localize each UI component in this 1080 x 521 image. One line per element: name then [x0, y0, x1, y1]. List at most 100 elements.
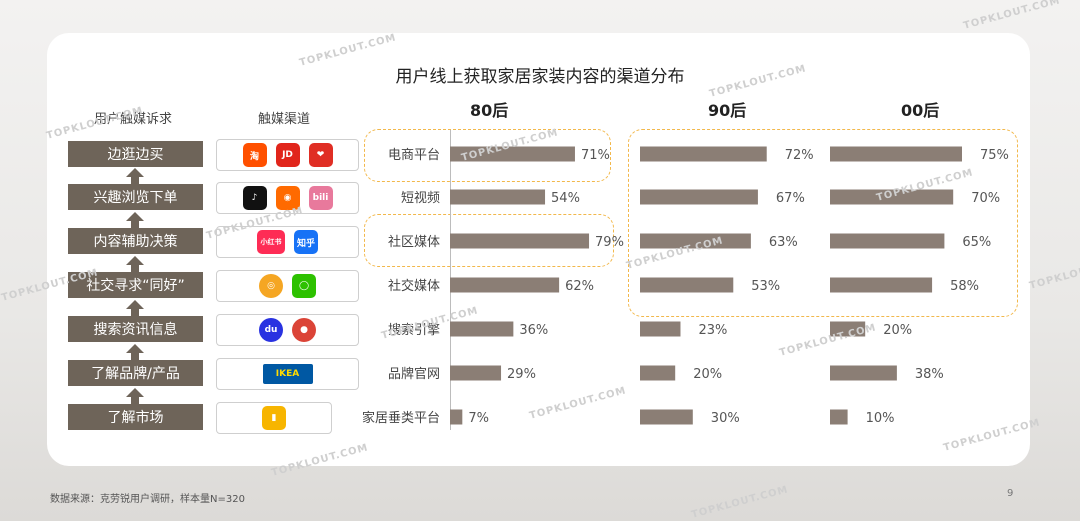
kuaishou-icon: ◉ — [275, 186, 300, 210]
channel-icon-group: 淘 JD ❤ — [216, 139, 359, 171]
generation-header-80s: 80后 — [470, 101, 509, 120]
bar — [450, 189, 546, 205]
need-box: 了解品牌/产品 — [68, 360, 203, 386]
page-title: 用户线上获取家居家装内容的渠道分布 — [395, 67, 685, 87]
data-label: 72% — [785, 148, 814, 163]
data-label: 29% — [507, 367, 536, 382]
channel-icon-group: du ● — [216, 314, 359, 346]
data-label: 65% — [962, 235, 991, 250]
data-label: 10% — [866, 411, 895, 426]
need-box: 社交寻求“同好” — [68, 272, 203, 298]
bar — [450, 365, 502, 381]
up-arrow-stem — [131, 353, 139, 360]
chrome-icon: ● — [292, 318, 316, 342]
bar — [830, 277, 933, 293]
bar — [830, 365, 897, 381]
page-number: 9 — [1007, 488, 1014, 499]
jd-icon: JD — [275, 143, 300, 167]
bar — [640, 365, 676, 381]
data-label: 75% — [980, 148, 1009, 163]
channel-icon-group: ◎ ◯ — [216, 270, 359, 302]
data-label: 23% — [698, 323, 727, 338]
up-arrow-stem — [131, 265, 139, 272]
channels-column-header: 触媒渠道 — [258, 112, 311, 127]
up-arrow-stem — [131, 309, 139, 316]
bar — [450, 233, 590, 249]
up-arrow-icon — [126, 168, 144, 177]
up-arrow-stem — [131, 397, 139, 404]
data-label: 36% — [519, 323, 548, 338]
bar — [640, 233, 751, 249]
channel-icon-group: 小红书 知乎 — [216, 226, 359, 258]
category-label: 搜索引擎 — [388, 323, 440, 338]
category-label: 社交媒体 — [388, 278, 440, 294]
bar — [640, 321, 681, 337]
data-label: 58% — [950, 279, 979, 294]
pconline-icon: ▮ — [262, 406, 286, 430]
baidu-icon: du — [259, 318, 283, 342]
data-label: 70% — [971, 191, 1000, 206]
bar — [830, 233, 945, 249]
bar — [640, 189, 758, 205]
data-label: 67% — [776, 191, 805, 206]
data-label: 7% — [468, 411, 489, 426]
data-label: 71% — [581, 148, 610, 163]
need-box: 搜索资讯信息 — [68, 316, 203, 342]
data-label: 38% — [915, 367, 944, 382]
content-card — [47, 33, 1030, 466]
up-arrow-icon — [126, 300, 144, 309]
data-label: 20% — [883, 323, 912, 338]
pinduoduo-icon: ❤ — [308, 143, 333, 167]
up-arrow-icon — [126, 256, 144, 265]
data-label: 30% — [711, 411, 740, 426]
bar — [830, 409, 848, 425]
generation-header-90s: 90后 — [708, 101, 747, 120]
category-label: 短视频 — [401, 191, 440, 206]
data-label: 79% — [595, 235, 624, 250]
bar — [450, 277, 560, 293]
highlight-ecommerce-80s — [364, 129, 611, 182]
bar — [830, 146, 962, 162]
need-box: 边逛边买 — [68, 141, 203, 167]
weibo-icon: ◎ — [259, 274, 283, 298]
category-label: 社区媒体 — [388, 234, 440, 250]
needs-column-header: 用户触媒诉求 — [94, 112, 173, 127]
up-arrow-stem — [131, 221, 139, 228]
douyin-icon: ♪ — [242, 186, 267, 210]
need-box: 兴趣浏览下单 — [68, 184, 203, 210]
data-source-note: 数据来源：克劳锐用户调研，样本量N=320 — [50, 494, 245, 505]
bar — [640, 409, 693, 425]
bar — [450, 321, 514, 337]
category-label: 品牌官网 — [388, 366, 440, 382]
data-label: 63% — [769, 235, 798, 250]
bar — [830, 189, 954, 205]
channel-icon-group: ♪ ◉ bili — [216, 182, 359, 214]
up-arrow-icon — [126, 388, 144, 397]
bar — [640, 277, 734, 293]
bar — [450, 409, 463, 425]
highlight-top4-90s-00s — [628, 129, 1018, 317]
category-label: 家居垂类平台 — [362, 410, 440, 426]
up-arrow-icon — [126, 344, 144, 353]
data-label: 20% — [693, 367, 722, 382]
channel-icon-group: ▮ — [216, 402, 332, 434]
up-arrow-stem — [131, 177, 139, 184]
bar — [450, 146, 575, 162]
channel-icon-group: IKEA — [216, 358, 359, 390]
ikea-icon: IKEA — [262, 364, 313, 384]
wechat-icon: ◯ — [292, 274, 316, 298]
bar — [640, 146, 767, 162]
category-label: 电商平台 — [388, 148, 440, 163]
generation-header-00s: 00后 — [901, 101, 940, 120]
highlight-community-80s — [364, 214, 614, 267]
bar — [830, 321, 866, 337]
xiaohongshu-icon: 小红书 — [257, 230, 285, 254]
need-box: 了解市场 — [68, 404, 203, 430]
need-box: 内容辅助决策 — [68, 228, 203, 254]
bilibili-icon: bili — [308, 186, 333, 210]
up-arrow-icon — [126, 212, 144, 221]
taobao-icon: 淘 — [242, 143, 267, 167]
data-label: 62% — [565, 279, 594, 294]
data-label: 54% — [551, 191, 580, 206]
